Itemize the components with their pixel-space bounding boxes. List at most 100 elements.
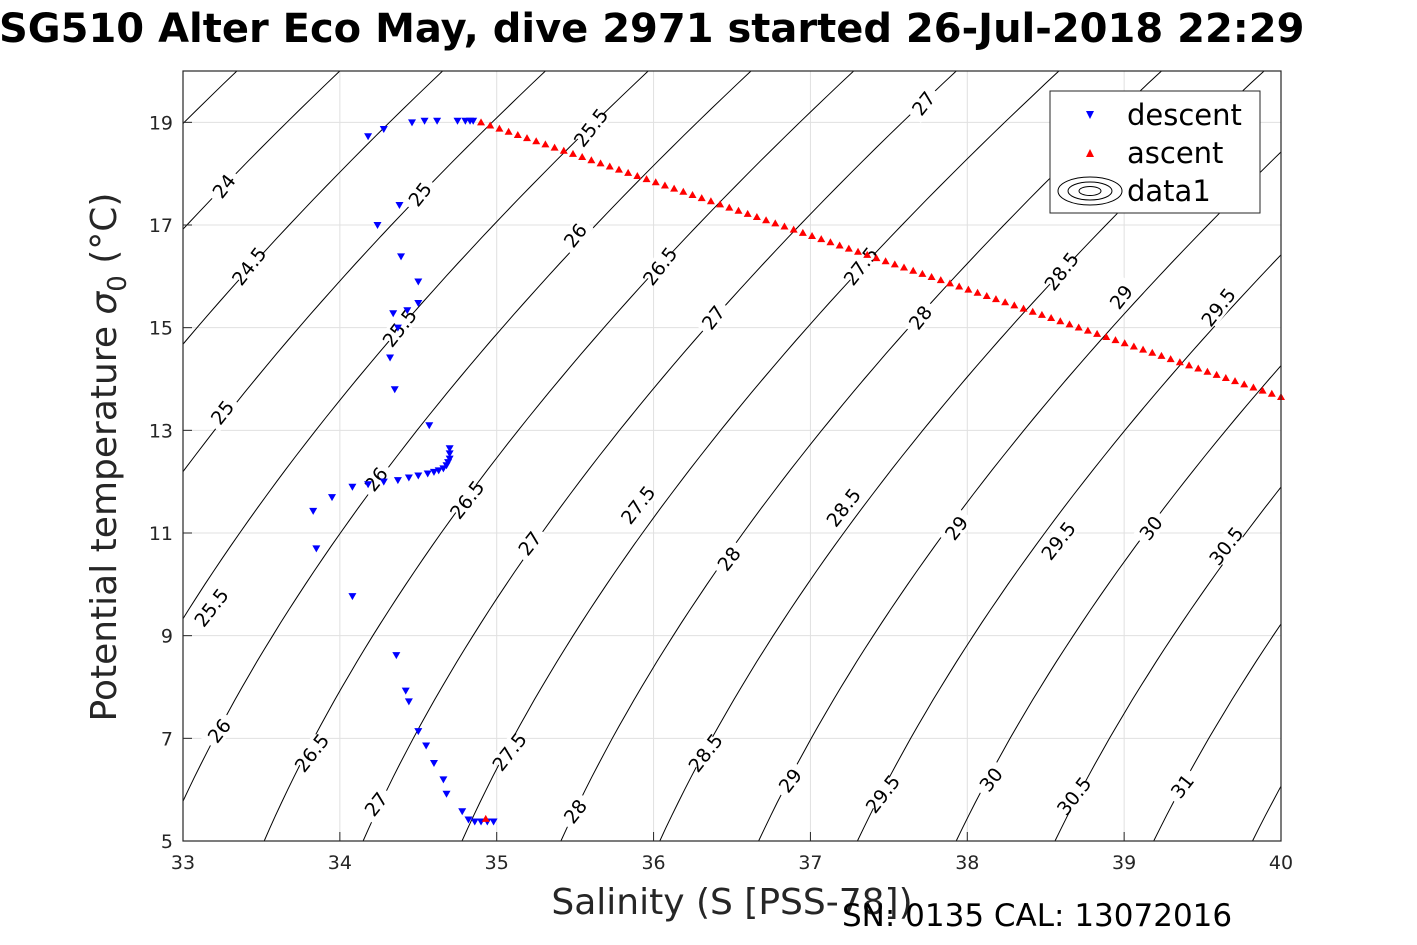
descent-point	[364, 481, 373, 489]
ascent-point	[762, 216, 771, 224]
ascent-point	[481, 814, 490, 822]
contour-line	[856, 254, 1281, 841]
descent-point	[328, 494, 337, 502]
contour-line	[1153, 623, 1281, 841]
ascent-point	[844, 244, 853, 252]
ascent-point	[504, 127, 513, 135]
ascent-point	[771, 219, 780, 227]
ascent-point	[927, 273, 936, 281]
contour-label-bg	[293, 733, 330, 773]
descent-point	[390, 386, 399, 394]
contour-line	[183, 71, 752, 803]
ascent-point	[1185, 361, 1194, 369]
ascent-point	[881, 257, 890, 265]
ascent-point	[1120, 339, 1129, 347]
descent-point	[309, 507, 318, 515]
contour-label-bg	[490, 732, 528, 772]
ascent-point	[651, 178, 660, 186]
contour-line	[362, 71, 958, 841]
descent-point	[445, 450, 454, 458]
ascent-point	[863, 250, 872, 258]
descent-point	[439, 776, 448, 784]
contour-label-bg	[864, 774, 901, 814]
ascent-point	[1102, 332, 1111, 340]
ascent-point	[918, 269, 927, 277]
contour-label-bg	[203, 392, 241, 432]
contour-label-bg	[511, 523, 549, 563]
descent-point	[445, 445, 454, 453]
contour-label-bg	[556, 791, 594, 831]
ascent-point	[559, 146, 568, 154]
descent-point	[403, 307, 412, 315]
x-tick-label: 36	[641, 852, 665, 874]
ascent-point	[495, 124, 504, 132]
ascent-point	[1065, 320, 1074, 328]
x-tick-label: 40	[1269, 852, 1293, 874]
y-tick-label: 7	[161, 728, 173, 750]
contour-label-bg	[230, 246, 268, 286]
descent-series	[309, 117, 498, 826]
ascent-point	[909, 266, 918, 274]
ascent-point	[670, 184, 679, 192]
contour-line	[183, 71, 649, 620]
contour-label-bg	[1132, 508, 1170, 548]
x-tick-label: 39	[1112, 852, 1136, 874]
descent-point	[389, 310, 398, 318]
ascent-point	[780, 222, 789, 230]
descent-point	[348, 593, 357, 601]
descent-point	[429, 468, 438, 476]
y-tick-label: 13	[149, 420, 173, 442]
contour-label-bg	[401, 174, 439, 214]
contour-label-bg	[1039, 521, 1077, 561]
ascent-point	[798, 228, 807, 236]
legend-descent-marker	[1086, 111, 1094, 119]
ascent-point	[955, 282, 964, 290]
ascent-point	[743, 209, 752, 217]
descent-point	[439, 465, 448, 473]
ascent-series	[477, 118, 1285, 822]
ascent-point	[1010, 301, 1019, 309]
x-tick-label: 34	[328, 852, 352, 874]
descent-point	[414, 300, 423, 308]
ascent-point	[1019, 304, 1028, 312]
legend-descent-label: descent	[1127, 98, 1242, 132]
ascent-point	[523, 134, 532, 142]
descent-point	[420, 117, 429, 125]
chart-title: SG510 Alter Eco May, dive 2971 started 2…	[0, 6, 1417, 60]
contour-label-bg	[686, 733, 724, 773]
descent-point	[379, 478, 388, 486]
descent-point	[489, 818, 498, 826]
ascent-point	[808, 231, 817, 239]
contour-label-bg	[710, 539, 748, 579]
descent-point	[401, 687, 410, 695]
ascent-point	[679, 187, 688, 195]
chart-title-text: SG510 Alter Eco May, dive 2971 started 2…	[0, 6, 1305, 52]
descent-point	[469, 117, 478, 125]
ascent-point	[1139, 345, 1148, 353]
ascent-point	[541, 140, 550, 148]
ascent-point	[973, 288, 982, 296]
ascent-point	[1258, 386, 1267, 394]
ascent-point	[1212, 370, 1221, 378]
descent-point	[386, 354, 395, 362]
y-tick-label: 5	[161, 831, 173, 853]
ascent-point	[1157, 351, 1166, 359]
x-axis-label: Salinity (S [PSS-78])	[551, 882, 912, 923]
axes: 33 34 35 36 37 38 39 40 5 7 9 11 13 15 17 19	[149, 112, 1293, 874]
contour-label-bg	[619, 485, 657, 525]
legend-box	[1049, 90, 1261, 214]
ascent-point	[752, 213, 761, 221]
descent-point	[393, 477, 402, 485]
ascent-point	[1083, 326, 1092, 334]
contour-label-bg	[905, 83, 942, 123]
descent-point	[397, 253, 406, 261]
ascent-point	[982, 291, 991, 299]
legend-ascent-marker	[1086, 149, 1094, 157]
descent-point	[379, 126, 388, 134]
ascent-point	[734, 206, 743, 214]
contour-label-bg	[192, 587, 230, 627]
contour-line	[183, 71, 341, 230]
ascent-point	[854, 247, 863, 255]
descent-point	[442, 790, 451, 798]
